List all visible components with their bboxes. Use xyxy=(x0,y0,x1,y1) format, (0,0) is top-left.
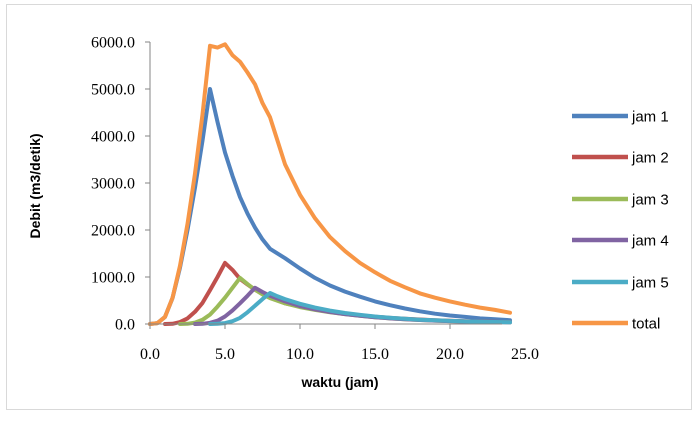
legend-label-jam-4: jam 4 xyxy=(631,233,669,250)
y-tick-label: 5000.0 xyxy=(91,82,135,99)
chart-frame xyxy=(6,4,692,410)
x-tick-marks xyxy=(149,324,451,329)
legend-label-jam-5: jam 5 xyxy=(631,275,669,292)
series-line-jam-5 xyxy=(208,291,512,326)
series-line-total xyxy=(148,42,512,326)
legend: jam 1 jam 2 jam 3 jam 4 jam 5 total xyxy=(572,109,669,333)
y-tick-label: 2000.0 xyxy=(91,223,135,240)
y-axis-title: Debit (m3/detik) xyxy=(27,133,43,238)
x-tick-label: 10.0 xyxy=(286,346,314,363)
y-tick-marks xyxy=(145,41,150,325)
y-tick-label: 3000.0 xyxy=(91,176,135,193)
x-tick-label: 20.0 xyxy=(436,346,464,363)
x-tick-label: 0.0 xyxy=(140,346,160,363)
x-axis-title: waktu (jam) xyxy=(300,374,378,390)
x-tick-label: 5.0 xyxy=(215,346,235,363)
y-tick-label: 4000.0 xyxy=(91,129,135,146)
series-lines xyxy=(148,42,512,326)
legend-label-total: total xyxy=(632,316,660,333)
series-line-jam-1 xyxy=(148,87,512,326)
x-tick-label: 25.0 xyxy=(511,346,539,363)
legend-label-jam-2: jam 2 xyxy=(631,150,669,167)
x-tick-label: 15.0 xyxy=(361,346,389,363)
y-tick-label: 6000.0 xyxy=(91,35,135,52)
legend-label-jam-3: jam 3 xyxy=(631,192,669,209)
y-tick-label: 1000.0 xyxy=(91,270,135,287)
y-tick-label: 0.0 xyxy=(115,317,135,334)
legend-label-jam-1: jam 1 xyxy=(631,109,669,126)
